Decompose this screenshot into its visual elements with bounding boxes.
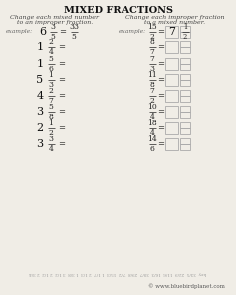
Text: 1: 1 xyxy=(183,23,187,31)
Text: =: = xyxy=(59,140,66,148)
Text: 2: 2 xyxy=(183,33,187,41)
Text: =: = xyxy=(157,140,164,148)
Text: 14: 14 xyxy=(147,135,157,143)
Text: 7: 7 xyxy=(49,97,53,105)
Bar xyxy=(180,32,190,38)
Text: 7: 7 xyxy=(150,87,154,95)
Text: 6: 6 xyxy=(39,27,46,37)
Text: MIXED FRACTIONS: MIXED FRACTIONS xyxy=(63,6,173,15)
Text: 4: 4 xyxy=(150,113,154,121)
Text: =: = xyxy=(157,60,164,68)
Bar xyxy=(180,106,190,112)
Text: 5: 5 xyxy=(36,75,44,85)
Bar xyxy=(180,58,190,64)
Text: 3: 3 xyxy=(149,65,155,73)
Text: 7: 7 xyxy=(168,27,175,37)
Text: =: = xyxy=(157,76,164,84)
Bar xyxy=(165,74,178,86)
Text: to a mixed number.: to a mixed number. xyxy=(144,20,206,25)
Text: 10: 10 xyxy=(147,103,157,111)
Text: 6: 6 xyxy=(49,65,53,73)
Bar xyxy=(180,112,190,118)
Text: 8: 8 xyxy=(150,38,154,46)
Text: 2: 2 xyxy=(36,123,44,133)
Text: =: = xyxy=(157,124,164,132)
Text: 1: 1 xyxy=(49,119,53,127)
Text: example:: example: xyxy=(119,30,146,35)
Text: 4: 4 xyxy=(49,145,53,153)
Text: 4: 4 xyxy=(36,91,44,101)
Text: =: = xyxy=(157,92,164,100)
Bar xyxy=(180,96,190,102)
Text: 33: 33 xyxy=(69,23,79,31)
Bar xyxy=(180,64,190,70)
Text: =: = xyxy=(157,108,164,116)
Bar xyxy=(180,90,190,96)
Text: Change each improper fraction: Change each improper fraction xyxy=(125,15,225,20)
Text: © www.bluebirdplanet.com: © www.bluebirdplanet.com xyxy=(148,283,225,289)
Text: 8: 8 xyxy=(150,81,154,89)
Text: 2: 2 xyxy=(150,33,154,41)
Text: =: = xyxy=(59,28,67,36)
Text: 2: 2 xyxy=(150,97,154,105)
Text: 3: 3 xyxy=(49,81,54,89)
Text: =: = xyxy=(59,76,66,84)
Text: 2: 2 xyxy=(49,129,53,137)
Text: Change each mixed number: Change each mixed number xyxy=(10,15,100,20)
Text: =: = xyxy=(59,43,66,51)
Text: to an improper fraction.: to an improper fraction. xyxy=(17,20,93,25)
Text: 2: 2 xyxy=(49,87,53,95)
Text: =: = xyxy=(59,108,66,116)
Text: 4: 4 xyxy=(150,129,154,137)
Text: =: = xyxy=(59,124,66,132)
Text: 3: 3 xyxy=(36,139,44,149)
Text: 5: 5 xyxy=(49,55,53,63)
Bar xyxy=(165,90,178,102)
Bar xyxy=(165,122,178,134)
Text: 3: 3 xyxy=(49,135,54,143)
Text: =: = xyxy=(157,28,164,36)
Text: =: = xyxy=(157,43,164,51)
Bar xyxy=(180,41,190,47)
Bar xyxy=(165,41,178,53)
Bar xyxy=(180,144,190,150)
Bar xyxy=(165,26,178,38)
Text: 2: 2 xyxy=(49,38,53,46)
Bar xyxy=(180,122,190,128)
Text: 1: 1 xyxy=(49,71,53,79)
Text: 11: 11 xyxy=(147,71,157,79)
Text: 3: 3 xyxy=(36,107,44,117)
Bar xyxy=(180,74,190,80)
Bar xyxy=(165,138,178,150)
Text: 1: 1 xyxy=(36,42,44,52)
Text: example:: example: xyxy=(6,30,33,35)
Bar xyxy=(180,47,190,53)
Bar xyxy=(180,128,190,134)
Text: 6: 6 xyxy=(150,145,154,153)
Text: 7: 7 xyxy=(150,55,154,63)
Text: key  33/5  22/9  11/6  16/3  30/7  29/8  7/2  15/3  1 1/7  2 1/3  1 3/8  3 1/2  : key 33/5 22/9 11/6 16/3 30/7 29/8 7/2 15… xyxy=(30,271,206,275)
Text: =: = xyxy=(59,60,66,68)
Bar xyxy=(180,138,190,144)
Text: 4: 4 xyxy=(49,48,53,56)
Text: 5: 5 xyxy=(49,103,53,111)
Bar xyxy=(180,80,190,86)
Bar xyxy=(165,106,178,118)
Bar xyxy=(180,26,190,32)
Text: 1: 1 xyxy=(36,59,44,69)
Text: 15: 15 xyxy=(147,23,157,31)
Text: 18: 18 xyxy=(147,119,157,127)
Text: 7: 7 xyxy=(150,48,154,56)
Text: 8: 8 xyxy=(49,113,53,121)
Text: 5: 5 xyxy=(72,33,76,41)
Bar xyxy=(165,58,178,70)
Text: 5: 5 xyxy=(51,33,55,41)
Text: =: = xyxy=(59,92,66,100)
Text: 3: 3 xyxy=(51,23,55,31)
